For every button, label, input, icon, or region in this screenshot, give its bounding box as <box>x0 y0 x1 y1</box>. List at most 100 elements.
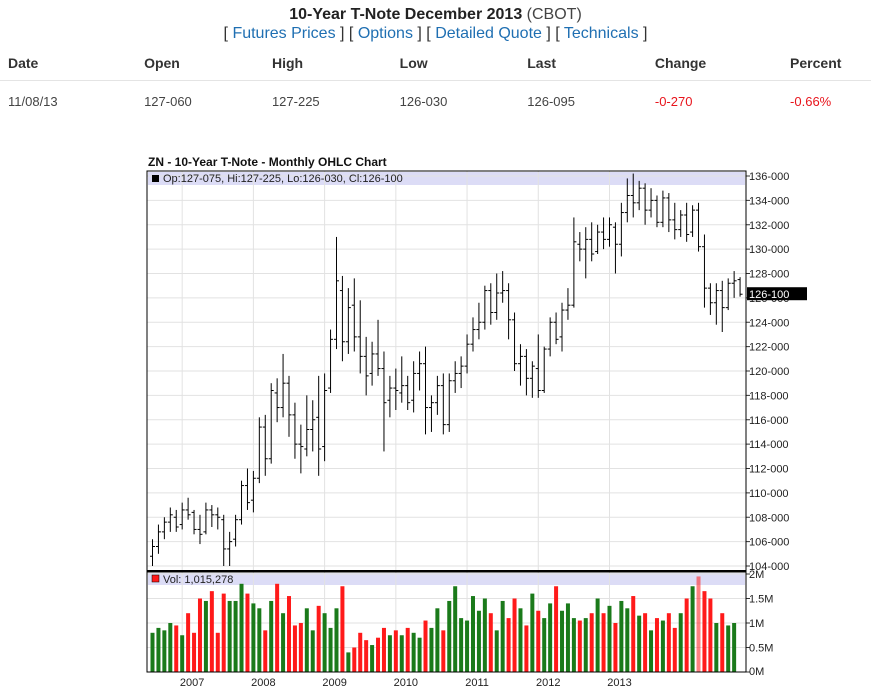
cell-high: 127-225 <box>271 93 320 109</box>
volume-bar <box>482 598 487 672</box>
volume-bar <box>322 613 327 672</box>
volume-bar <box>696 576 701 672</box>
volume-bar <box>577 620 582 672</box>
nav-links: [ Futures Prices ] [ Options ] [ Detaile… <box>223 25 648 42</box>
volume-bar <box>346 652 351 672</box>
volume-bar <box>494 630 499 672</box>
volume-legend-text: Vol: 1,015,278 <box>163 574 233 586</box>
volume-bar <box>560 610 565 672</box>
volume-bar <box>470 596 475 672</box>
price-tick-label: 106-000 <box>749 537 789 549</box>
volume-bar <box>387 635 392 672</box>
price-tick-label: 104-000 <box>749 561 789 573</box>
volume-bar <box>488 613 493 672</box>
volume-bar <box>476 610 481 672</box>
volume-bar <box>358 632 363 672</box>
page-title: 10-Year T-Note December 2013 (CBOT) <box>0 6 871 24</box>
volume-bar <box>215 632 220 672</box>
volume-bar <box>453 586 458 672</box>
ohlc-chart: 136-000134-000132-000130-000128-000126-0… <box>146 170 807 689</box>
volume-bar <box>340 586 345 672</box>
volume-bar <box>660 620 665 672</box>
volume-bar <box>399 635 404 672</box>
volume-bar <box>150 632 155 672</box>
volume-bar <box>334 608 339 672</box>
volume-bar <box>245 593 250 672</box>
volume-bar <box>524 625 529 672</box>
volume-bar <box>732 623 737 672</box>
volume-bar <box>583 618 588 672</box>
contract-name: 10-Year T-Note December 2013 <box>289 6 523 23</box>
volume-bar <box>168 623 173 672</box>
x-tick-label: 2011 <box>465 677 489 689</box>
col-header-percent: Percent <box>782 46 871 81</box>
options-link[interactable]: Options <box>357 25 413 42</box>
price-tick-label: 136-000 <box>749 171 789 183</box>
volume-bar <box>370 645 375 672</box>
price-tick-label: 114-000 <box>749 439 789 451</box>
volume-tick-label: 2M <box>749 569 764 581</box>
volume-bar <box>209 591 214 672</box>
price-tick-label: 132-000 <box>749 220 789 232</box>
volume-bar <box>506 618 511 672</box>
x-tick-label: 2009 <box>322 677 346 689</box>
volume-bar <box>429 627 434 672</box>
price-legend-swatch <box>152 175 159 182</box>
col-header-high: High <box>263 46 392 81</box>
volume-bar <box>619 600 624 672</box>
futures-prices-link[interactable]: Futures Prices <box>232 25 336 42</box>
volume-bar <box>530 593 535 672</box>
volume-bar <box>203 600 208 672</box>
volume-bar <box>643 613 648 672</box>
detailed-quote-link[interactable]: Detailed Quote <box>435 25 542 42</box>
volume-bar <box>565 603 570 672</box>
volume-bar <box>174 625 179 672</box>
volume-bar <box>239 583 244 672</box>
price-tick-label: 128-000 <box>749 269 789 281</box>
volume-bar <box>281 613 286 672</box>
volume-bar <box>376 637 381 672</box>
col-header-low: Low <box>391 46 520 81</box>
x-tick-label: 2007 <box>180 677 204 689</box>
volume-bar <box>631 596 636 672</box>
cell-low: 126-030 <box>399 93 448 109</box>
volume-bar <box>156 627 161 672</box>
volume-bar <box>292 625 297 672</box>
price-legend-text: Op:127-075, Hi:127-225, Lo:126-030, Cl:1… <box>163 173 403 185</box>
volume-tick-label: 1.5M <box>749 594 773 606</box>
volume-bar <box>649 630 654 672</box>
volume-bar <box>310 630 315 672</box>
volume-bar <box>364 640 369 672</box>
volume-bar <box>459 618 464 672</box>
price-tick-label: 112-000 <box>749 464 789 476</box>
volume-bar <box>405 627 410 672</box>
cell-percent: -0.66% <box>790 93 832 109</box>
quote-table: Date Open High Low Last Change Percent 1… <box>0 46 871 121</box>
exchange-label: (CBOT) <box>526 6 582 23</box>
volume-bar <box>251 603 256 672</box>
chart-title: ZN - 10-Year T-Note - Monthly OHLC Chart <box>148 155 387 169</box>
volume-bar <box>298 623 303 672</box>
price-tick-label: 124-000 <box>749 317 789 329</box>
volume-bar <box>518 608 523 672</box>
price-tick-label: 116-000 <box>749 415 789 427</box>
volume-bar <box>352 647 357 672</box>
col-header-open: Open <box>136 46 264 81</box>
x-tick-label: 2008 <box>251 677 275 689</box>
volume-bar <box>714 623 719 672</box>
technicals-link[interactable]: Technicals <box>563 25 639 42</box>
last-price-marker <box>747 287 807 301</box>
price-info-band <box>148 172 745 185</box>
volume-bar <box>221 593 226 672</box>
volume-bar <box>257 608 262 672</box>
quote-header-row: Date Open High Low Last Change Percent <box>0 46 871 81</box>
volume-bar <box>571 618 576 672</box>
volume-bar <box>186 613 191 672</box>
price-tick-label: 118-000 <box>749 390 789 402</box>
volume-bar <box>233 600 238 672</box>
price-tick-label: 120-000 <box>749 366 789 378</box>
volume-bar <box>554 586 559 672</box>
volume-bar <box>465 620 470 672</box>
volume-bar <box>720 613 725 672</box>
cell-change: -0-270 <box>654 93 693 109</box>
